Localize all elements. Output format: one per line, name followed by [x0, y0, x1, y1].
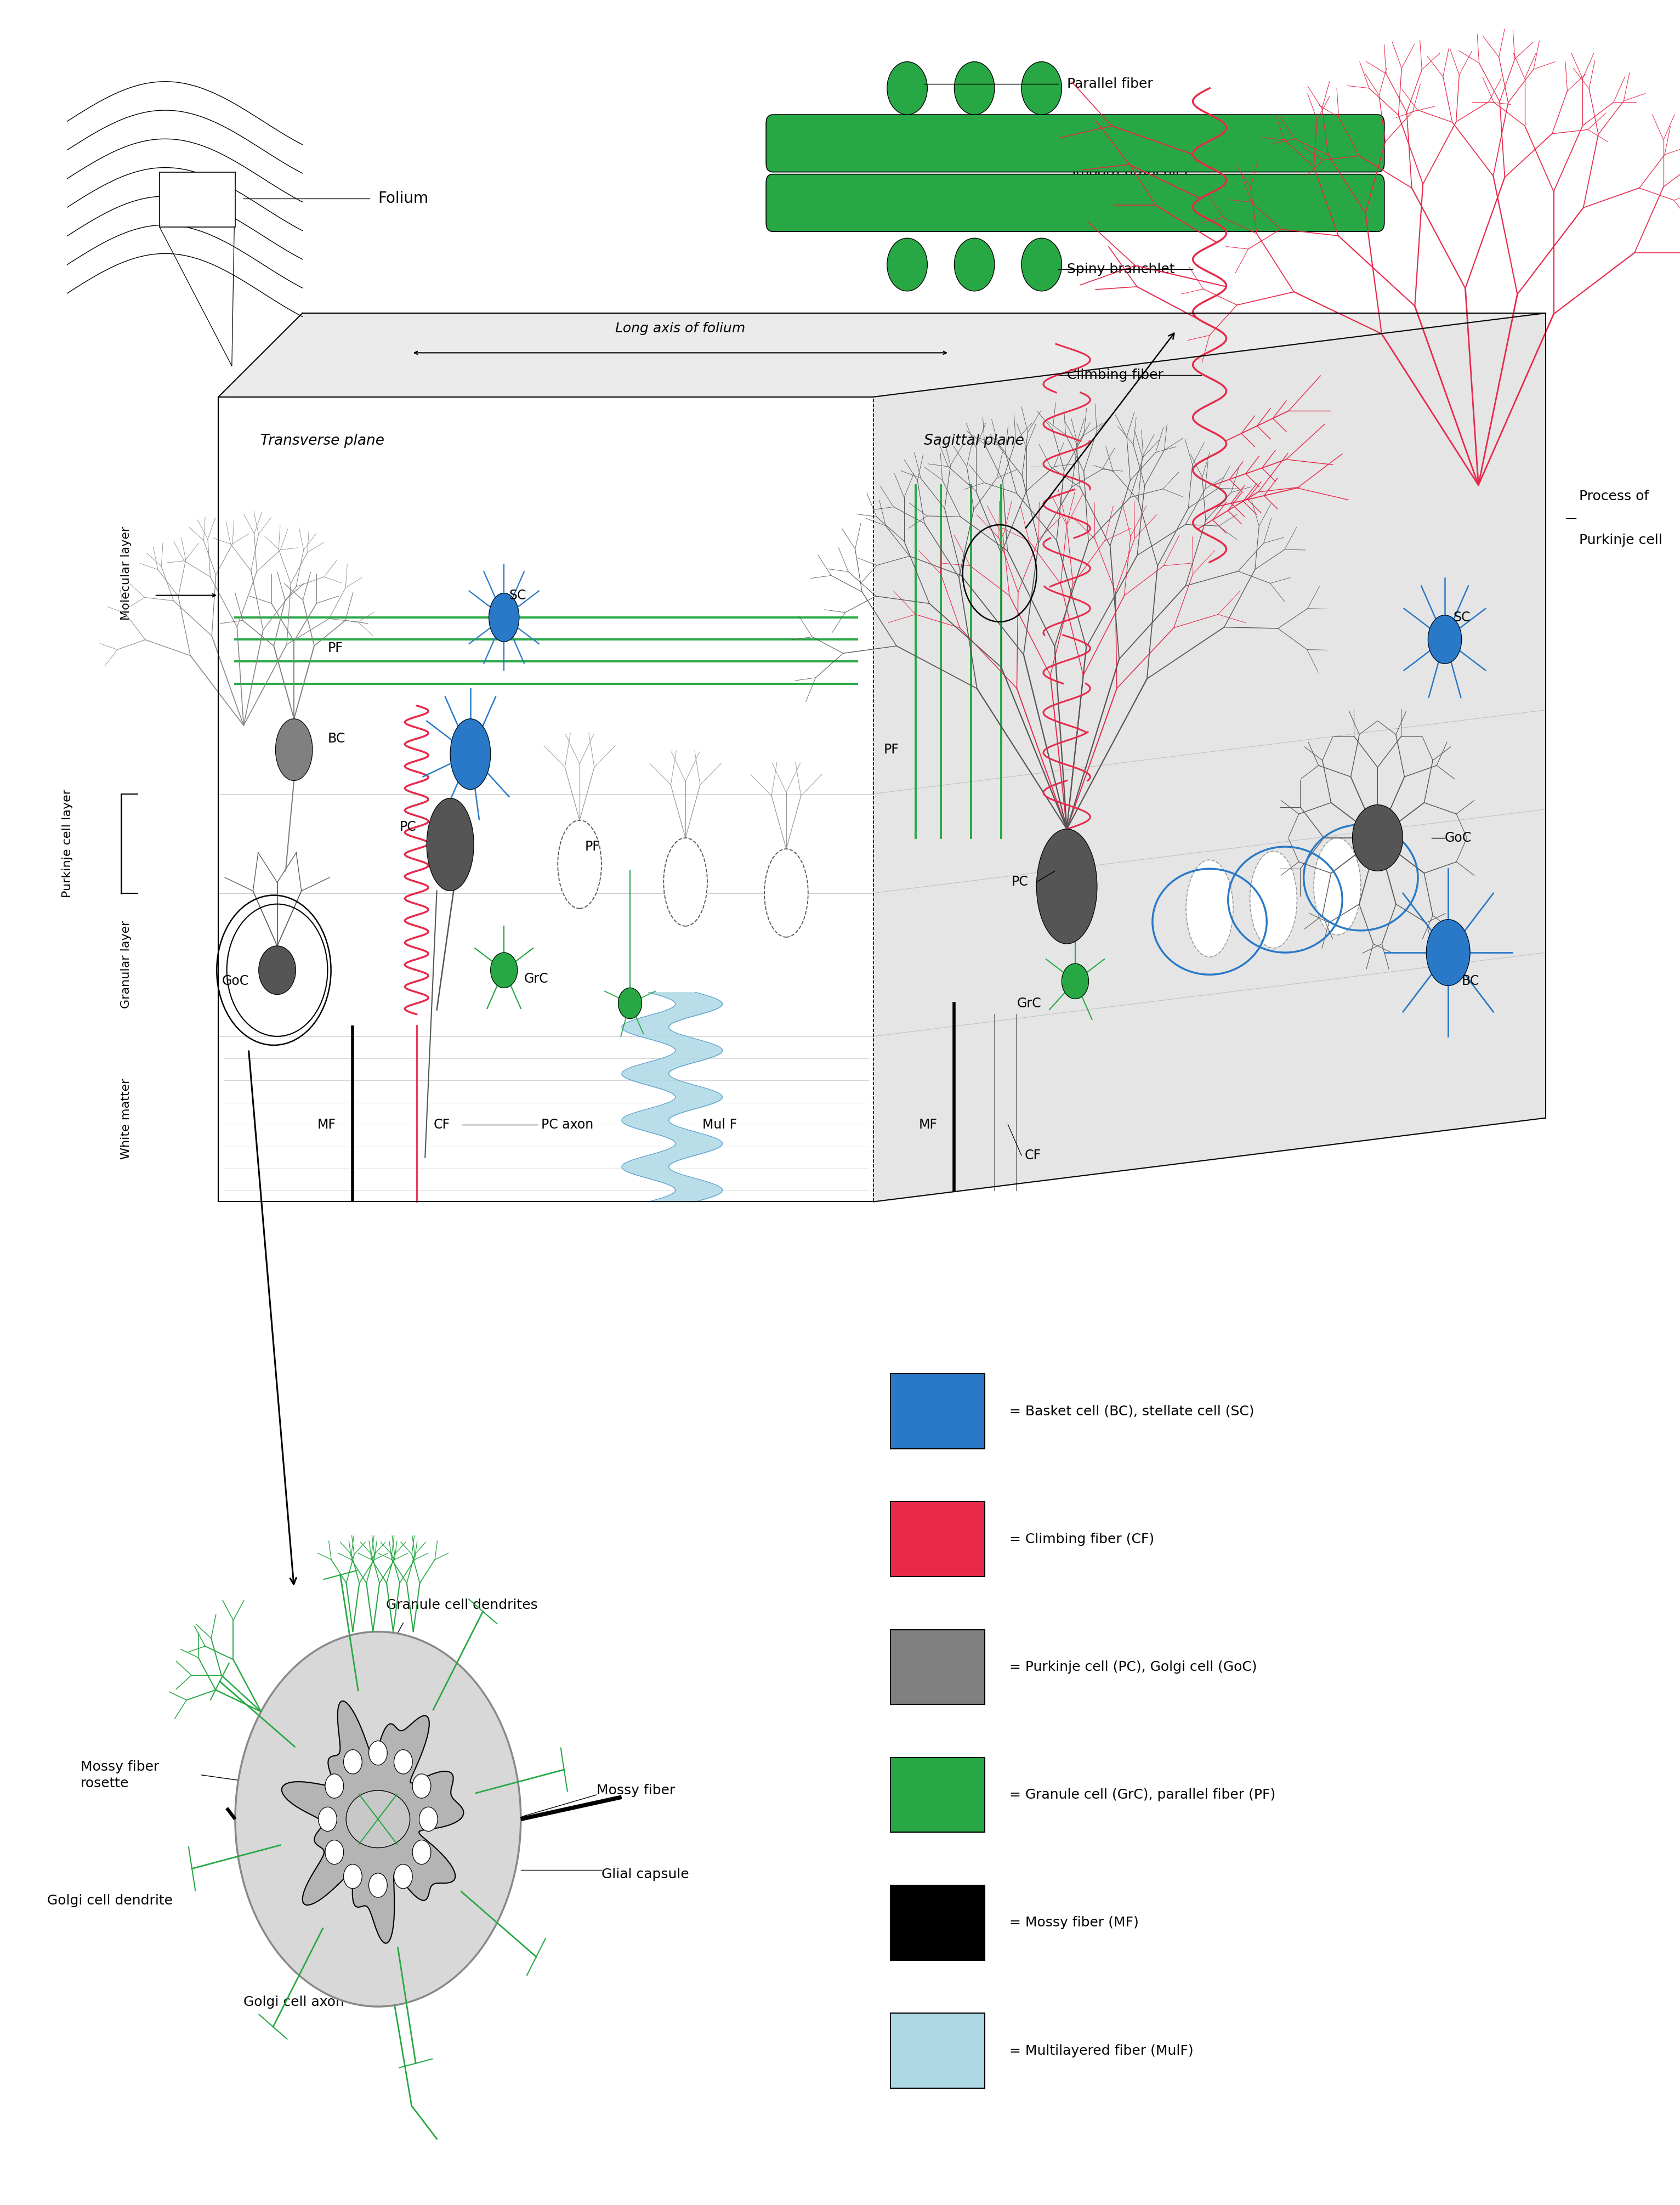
Text: Sagittal plane: Sagittal plane: [924, 434, 1025, 448]
FancyBboxPatch shape: [890, 1374, 984, 1449]
Text: Climbing fiber: Climbing fiber: [1067, 368, 1163, 381]
Ellipse shape: [558, 820, 601, 908]
Text: Mossy fiber: Mossy fiber: [596, 1784, 675, 1797]
Circle shape: [887, 238, 927, 291]
Text: MF: MF: [318, 1118, 336, 1131]
Text: PC: PC: [400, 820, 417, 833]
Circle shape: [1021, 62, 1062, 115]
Text: Granule cell dendrites: Granule cell dendrites: [386, 1599, 538, 1612]
Text: Folium: Folium: [378, 192, 428, 205]
Ellipse shape: [664, 838, 707, 926]
Circle shape: [326, 1839, 344, 1865]
Text: PC axon: PC axon: [541, 1118, 593, 1131]
Ellipse shape: [276, 719, 312, 781]
Text: SC: SC: [1453, 611, 1470, 624]
Text: Granular layer: Granular layer: [121, 922, 131, 1008]
Text: Mul F: Mul F: [702, 1118, 738, 1131]
Text: GrC: GrC: [1016, 997, 1042, 1010]
Circle shape: [370, 1874, 386, 1896]
Text: = Multilayered fiber (MulF): = Multilayered fiber (MulF): [1010, 2044, 1194, 2057]
Text: Purkinje cell: Purkinje cell: [1579, 534, 1663, 547]
Text: Mossy fiber
rosette: Mossy fiber rosette: [81, 1760, 160, 1790]
FancyBboxPatch shape: [890, 1502, 984, 1577]
Circle shape: [393, 1751, 413, 1775]
Text: GoC: GoC: [222, 975, 249, 988]
Circle shape: [412, 1773, 430, 1799]
Text: PF: PF: [328, 642, 343, 655]
Polygon shape: [282, 1700, 464, 1943]
Circle shape: [343, 1863, 361, 1887]
Text: BC: BC: [1462, 975, 1480, 988]
Text: GoC: GoC: [1445, 831, 1472, 845]
Polygon shape: [218, 313, 1546, 397]
Text: Golgi cell axon: Golgi cell axon: [244, 1996, 344, 2009]
Text: Smooth branchlet: Smooth branchlet: [1067, 165, 1189, 179]
FancyBboxPatch shape: [766, 174, 1384, 232]
Ellipse shape: [259, 946, 296, 994]
Text: Golgi cell dendrite: Golgi cell dendrite: [47, 1894, 173, 1907]
Text: CF: CF: [1025, 1149, 1042, 1162]
Text: White matter: White matter: [121, 1078, 131, 1160]
Text: Glial capsule: Glial capsule: [601, 1868, 689, 1881]
FancyBboxPatch shape: [890, 1885, 984, 1960]
Ellipse shape: [1352, 805, 1403, 871]
Circle shape: [1021, 238, 1062, 291]
Text: PF: PF: [585, 840, 600, 853]
Text: = Climbing fiber (CF): = Climbing fiber (CF): [1010, 1532, 1154, 1546]
FancyBboxPatch shape: [766, 115, 1384, 172]
Ellipse shape: [1314, 838, 1361, 935]
Text: Molecular layer: Molecular layer: [121, 527, 131, 620]
Text: Process of: Process of: [1579, 490, 1650, 503]
Ellipse shape: [1186, 860, 1233, 957]
Text: Long axis of folium: Long axis of folium: [615, 322, 746, 335]
Text: Spiny branchlet: Spiny branchlet: [1067, 262, 1174, 276]
Text: MF: MF: [919, 1118, 937, 1131]
Ellipse shape: [491, 953, 517, 988]
Text: = Mossy fiber (MF): = Mossy fiber (MF): [1010, 1916, 1139, 1929]
Text: = Basket cell (BC), stellate cell (SC): = Basket cell (BC), stellate cell (SC): [1010, 1405, 1255, 1418]
Ellipse shape: [1426, 919, 1470, 986]
Text: GrC: GrC: [524, 972, 549, 986]
Ellipse shape: [450, 719, 491, 789]
Circle shape: [954, 62, 995, 115]
Ellipse shape: [764, 849, 808, 937]
FancyBboxPatch shape: [890, 1629, 984, 1704]
Text: = Purkinje cell (PC), Golgi cell (GoC): = Purkinje cell (PC), Golgi cell (GoC): [1010, 1660, 1257, 1674]
Ellipse shape: [618, 988, 642, 1019]
Circle shape: [420, 1808, 437, 1830]
Text: SC: SC: [509, 589, 526, 602]
Circle shape: [235, 1632, 521, 2007]
Text: Purkinje cell layer: Purkinje cell layer: [62, 789, 72, 897]
Text: Parallel fiber: Parallel fiber: [1067, 77, 1152, 90]
Circle shape: [344, 1751, 363, 1775]
FancyBboxPatch shape: [890, 2013, 984, 2088]
Text: CF: CF: [433, 1118, 450, 1131]
Circle shape: [326, 1773, 344, 1799]
Circle shape: [887, 62, 927, 115]
Ellipse shape: [489, 593, 519, 642]
Bar: [160, 172, 235, 227]
Polygon shape: [218, 397, 874, 1202]
Ellipse shape: [427, 798, 474, 891]
Ellipse shape: [1250, 851, 1297, 948]
Ellipse shape: [1037, 829, 1097, 944]
Circle shape: [412, 1839, 430, 1865]
Text: PC: PC: [1011, 875, 1028, 889]
Text: Transverse plane: Transverse plane: [260, 434, 385, 448]
Ellipse shape: [1428, 615, 1462, 664]
FancyBboxPatch shape: [890, 1757, 984, 1832]
Circle shape: [370, 1742, 386, 1764]
Circle shape: [954, 238, 995, 291]
Ellipse shape: [346, 1790, 410, 1848]
Polygon shape: [874, 313, 1546, 1202]
Text: PF: PF: [884, 743, 899, 756]
Circle shape: [393, 1863, 413, 1887]
Ellipse shape: [1062, 964, 1089, 999]
Text: = Granule cell (GrC), parallel fiber (PF): = Granule cell (GrC), parallel fiber (PF…: [1010, 1788, 1275, 1801]
Text: BC: BC: [328, 732, 346, 745]
Circle shape: [319, 1808, 336, 1830]
